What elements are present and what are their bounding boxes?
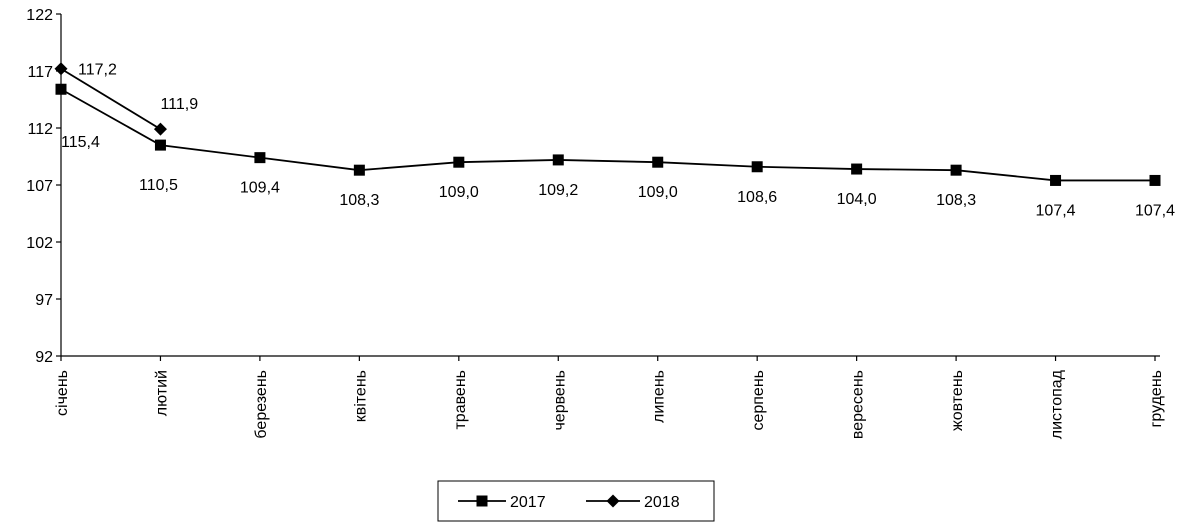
x-category-label: січень [54, 370, 71, 416]
x-category-label: червень [551, 370, 568, 431]
x-category-label: грудень [1148, 370, 1165, 427]
data-point [751, 161, 763, 173]
data-point [153, 122, 167, 136]
data-label: 109,2 [538, 182, 578, 199]
legend-marker-2017 [476, 495, 488, 507]
legend-marker-2018 [606, 494, 620, 508]
y-tick-label: 122 [26, 7, 53, 24]
data-point [55, 83, 67, 95]
data-point [154, 139, 166, 151]
x-category-label: серпень [750, 370, 767, 431]
x-category-label: квітень [352, 370, 369, 422]
legend-label-2018: 2018 [644, 494, 680, 511]
x-category-label: листопад [1049, 369, 1066, 439]
y-tick-label: 92 [35, 349, 53, 366]
y-axis-ticks: 92 97 102 107 112 117 122 [26, 7, 61, 366]
series-group [54, 62, 1161, 186]
x-category-label: вересень [850, 370, 867, 439]
data-label: 115,4 [61, 134, 100, 151]
data-label: 107,4 [1036, 202, 1076, 219]
data-point [851, 163, 863, 175]
x-category-label: травень [452, 370, 469, 430]
data-point [453, 156, 465, 168]
data-point [950, 164, 962, 176]
legend: 2017 2018 [437, 480, 715, 522]
data-label: 109,4 [240, 180, 280, 197]
data-label: 109,0 [638, 184, 678, 201]
data-point [353, 164, 365, 176]
y-tick-label: 97 [35, 292, 53, 309]
y-tick-label: 107 [26, 178, 53, 195]
x-category-label: лютий [153, 370, 170, 416]
x-category-label: березень [253, 370, 270, 439]
data-labels: 115,4 110,5 109,4 108,3 109,0 109,2 109,0 108,6… [61, 62, 1175, 220]
data-label: 111,9 [160, 96, 198, 113]
data-label: 108,3 [339, 192, 379, 209]
x-category-label: липень [651, 370, 668, 423]
data-point [552, 154, 564, 166]
data-label: 117,2 [78, 62, 117, 79]
data-label: 110,5 [139, 177, 178, 194]
legend-label-2017: 2017 [510, 494, 546, 511]
data-point [1149, 174, 1161, 186]
x-axis-ticks: січень лютий березень квітень травень червень… [54, 356, 1165, 439]
data-label: 107,4 [1135, 202, 1175, 219]
series-line-2017 [60, 88, 1155, 182]
data-point [54, 62, 68, 76]
data-label: 108,6 [737, 189, 777, 206]
y-tick-label: 112 [27, 121, 53, 138]
chart-axes [60, 14, 1160, 357]
data-point [254, 152, 266, 164]
data-point [652, 156, 664, 168]
data-label: 109,0 [439, 184, 479, 201]
y-tick-label: 102 [26, 235, 53, 252]
data-label: 104,0 [837, 191, 877, 208]
data-point [1050, 174, 1062, 186]
x-category-label: жовтень [949, 370, 966, 431]
y-tick-label: 117 [27, 64, 53, 81]
data-label: 108,3 [936, 192, 976, 209]
series-line-2018 [60, 67, 161, 130]
